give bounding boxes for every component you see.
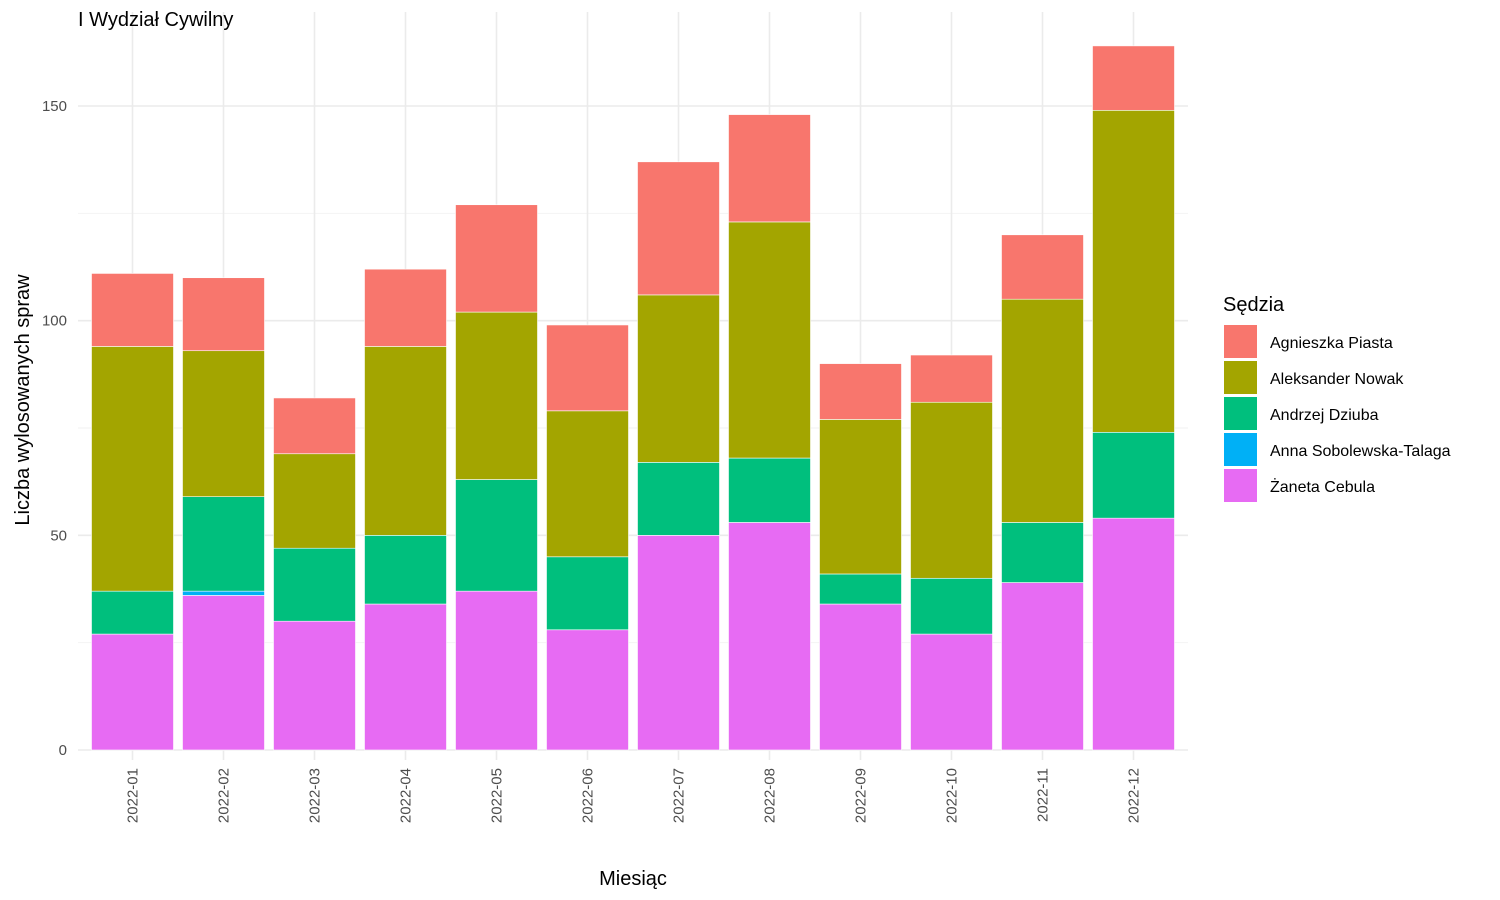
bar-segment (1001, 582, 1084, 751)
bar-segment (546, 410, 629, 558)
bar-segment (546, 324, 629, 412)
chart-title: I Wydział Cywilny (78, 9, 233, 31)
bar-segment (455, 311, 538, 480)
bar-segment (182, 496, 265, 592)
legend-key (1224, 361, 1257, 394)
legend-label: Żaneta Cebula (1270, 477, 1375, 496)
bar-segment (728, 221, 811, 459)
x-tick-label: 2022-05 (489, 768, 506, 823)
bar-segment (364, 346, 447, 536)
bar-segment (182, 595, 265, 751)
bar-segment (1001, 298, 1084, 523)
legend-title: Sędzia (1223, 294, 1285, 316)
bar-segment (91, 633, 174, 751)
bar-segment (91, 590, 174, 635)
legend-label: Aleksander Nowak (1270, 371, 1404, 388)
x-tick-label: 2022-06 (580, 768, 597, 823)
x-tick-label: 2022-02 (216, 768, 233, 823)
y-tick-label: 150 (42, 98, 67, 115)
legend-key (1224, 397, 1257, 430)
bar-segment (1001, 522, 1084, 583)
legend-label: Andrzej Dziuba (1270, 407, 1379, 424)
x-tick-label: 2022-09 (853, 768, 870, 823)
x-tick-label: 2022-01 (125, 768, 142, 823)
legend-key (1224, 325, 1257, 358)
legend-key (1224, 433, 1257, 466)
bar-segment (819, 363, 902, 420)
bar-segment (910, 633, 993, 751)
x-tick-label: 2022-10 (944, 768, 961, 823)
bar-segment (728, 457, 811, 523)
y-axis-title: Liczba wylosowanych spraw (12, 274, 34, 526)
bar-segment (1001, 234, 1084, 300)
y-tick-label: 50 (50, 527, 67, 544)
bar-segment (637, 462, 720, 536)
x-tick-label: 2022-03 (307, 768, 324, 823)
x-axis-title: Miesiąc (599, 868, 667, 890)
bar-segment (728, 114, 811, 223)
bar-segment (455, 590, 538, 751)
x-tick-label: 2022-11 (1035, 768, 1052, 822)
y-tick-labels: 0 50 100 150 (42, 98, 67, 759)
x-tick-label: 2022-04 (398, 768, 415, 823)
bar-segment (182, 350, 265, 497)
y-tick-label: 0 (59, 742, 67, 759)
bar-segment (364, 268, 447, 347)
bar-segment (1092, 45, 1175, 111)
y-tick-label: 100 (42, 313, 67, 330)
legend-label: Agnieszka Piasta (1270, 335, 1393, 352)
bar-segment (546, 556, 629, 631)
bar-segment (1092, 109, 1175, 433)
legend-label: Anna Sobolewska-Talaga (1270, 443, 1451, 460)
bars (91, 45, 1175, 751)
bar-segment (819, 419, 902, 575)
bar-segment (182, 277, 265, 352)
bar-segment (819, 603, 902, 751)
bar-segment (91, 346, 174, 592)
bar-segment (637, 161, 720, 296)
bar-segment (273, 620, 356, 751)
bar-segment (910, 577, 993, 635)
bar-segment (637, 535, 720, 751)
bar-segment (91, 273, 174, 347)
bar-segment (273, 397, 356, 455)
bar-segment (364, 535, 447, 605)
x-tick-label: 2022-07 (671, 768, 688, 823)
x-tick-label: 2022-12 (1126, 768, 1143, 823)
bar-segment (1092, 517, 1175, 751)
bar-segment (455, 479, 538, 592)
bar-segment (273, 453, 356, 549)
bar-segment (819, 573, 902, 605)
bar-segment (1092, 431, 1175, 519)
bar-segment (182, 590, 265, 596)
bar-segment (546, 629, 629, 751)
bar-segment (364, 603, 447, 751)
bar-segment (910, 401, 993, 579)
x-tick-labels: 2022-01 2022-02 2022-03 2022-04 2022-05 2022-… (125, 768, 1143, 823)
x-tick-label: 2022-08 (762, 768, 779, 823)
bar-segment (637, 294, 720, 463)
bar-segment (455, 204, 538, 313)
legend-key (1224, 469, 1257, 502)
legend-items: Agnieszka Piasta Aleksander Nowak Andrzej … (1224, 325, 1451, 502)
bar-segment (273, 547, 356, 622)
bar-segment (910, 354, 993, 403)
bar-segment (728, 522, 811, 751)
